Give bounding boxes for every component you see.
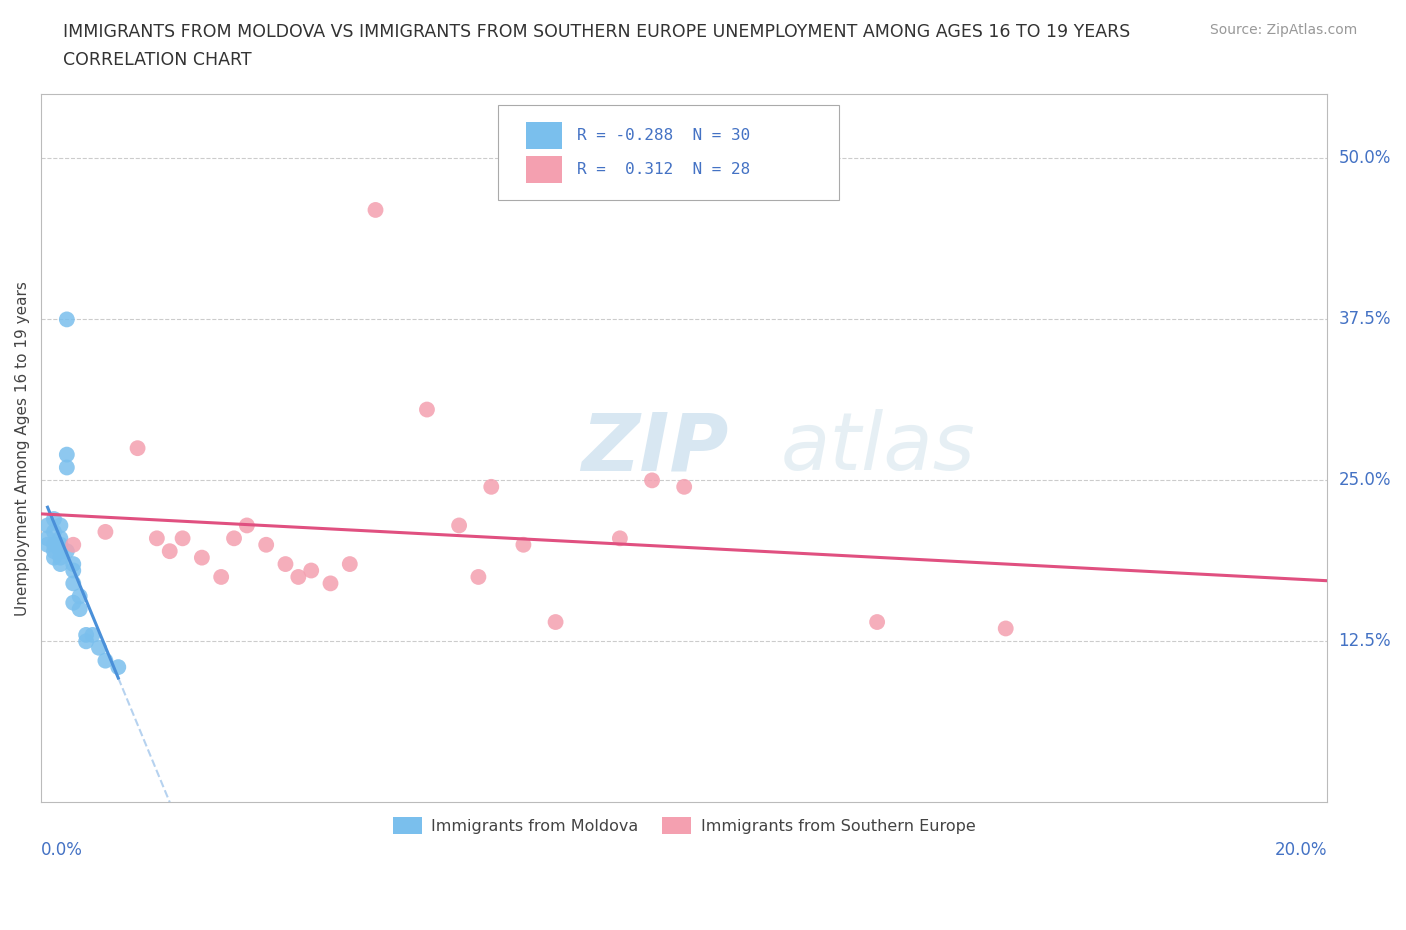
Point: [127, 441, 149, 456]
Point: [42, 551, 65, 565]
Point: [42, 538, 65, 552]
Point: [62, 595, 84, 610]
Point: [191, 551, 214, 565]
Y-axis label: Unemployment Among Ages 16 to 19 years: Unemployment Among Ages 16 to 19 years: [15, 281, 30, 616]
Text: 50.0%: 50.0%: [1339, 150, 1391, 167]
Text: 0.0%: 0.0%: [41, 842, 83, 859]
Point: [673, 479, 696, 494]
Point: [37, 531, 59, 546]
Legend: Immigrants from Moldova, Immigrants from Southern Europe: Immigrants from Moldova, Immigrants from…: [387, 811, 981, 841]
Point: [274, 557, 297, 572]
Point: [641, 473, 664, 488]
Point: [107, 659, 129, 674]
Point: [172, 531, 194, 546]
Point: [479, 479, 502, 494]
Point: [222, 531, 245, 546]
FancyBboxPatch shape: [498, 105, 838, 200]
Text: R = -0.288  N = 30: R = -0.288 N = 30: [578, 127, 751, 142]
Point: [49, 557, 72, 572]
Point: [544, 615, 567, 630]
Point: [62, 538, 84, 552]
Point: [69, 602, 91, 617]
Point: [75, 628, 97, 643]
Text: atlas: atlas: [780, 409, 976, 487]
FancyBboxPatch shape: [526, 122, 562, 149]
Point: [56, 544, 79, 559]
Point: [449, 518, 471, 533]
Point: [319, 576, 342, 591]
Point: [69, 589, 91, 604]
Point: [49, 538, 72, 552]
Text: 37.5%: 37.5%: [1339, 311, 1391, 328]
Text: Source: ZipAtlas.com: Source: ZipAtlas.com: [1209, 23, 1357, 37]
Point: [62, 563, 84, 578]
Point: [37, 538, 59, 552]
Point: [467, 569, 489, 584]
Point: [56, 460, 79, 475]
Point: [75, 634, 97, 649]
Point: [512, 538, 534, 552]
Point: [209, 569, 232, 584]
Point: [339, 557, 361, 572]
Point: [866, 615, 889, 630]
Point: [49, 544, 72, 559]
Point: [49, 518, 72, 533]
Point: [42, 544, 65, 559]
Point: [49, 531, 72, 546]
Point: [37, 518, 59, 533]
Point: [287, 569, 309, 584]
Point: [299, 563, 322, 578]
Point: [56, 447, 79, 462]
Point: [49, 551, 72, 565]
Point: [62, 576, 84, 591]
Point: [42, 512, 65, 526]
Point: [42, 525, 65, 539]
Point: [146, 531, 169, 546]
Point: [94, 525, 117, 539]
Point: [87, 641, 110, 656]
Point: [364, 203, 387, 218]
Point: [82, 628, 104, 643]
Point: [254, 538, 277, 552]
Text: 20.0%: 20.0%: [1275, 842, 1327, 859]
Text: CORRELATION CHART: CORRELATION CHART: [63, 51, 252, 69]
Point: [62, 557, 84, 572]
Text: 12.5%: 12.5%: [1339, 632, 1391, 650]
Point: [56, 312, 79, 326]
Point: [609, 531, 631, 546]
Text: ZIP: ZIP: [581, 409, 728, 487]
Text: IMMIGRANTS FROM MOLDOVA VS IMMIGRANTS FROM SOUTHERN EUROPE UNEMPLOYMENT AMONG AG: IMMIGRANTS FROM MOLDOVA VS IMMIGRANTS FR…: [63, 23, 1130, 41]
FancyBboxPatch shape: [526, 156, 562, 183]
Point: [994, 621, 1017, 636]
Point: [94, 653, 117, 668]
Point: [159, 544, 181, 559]
Point: [416, 402, 439, 417]
Text: R =  0.312  N = 28: R = 0.312 N = 28: [578, 163, 751, 178]
Point: [236, 518, 259, 533]
Text: 25.0%: 25.0%: [1339, 472, 1391, 489]
